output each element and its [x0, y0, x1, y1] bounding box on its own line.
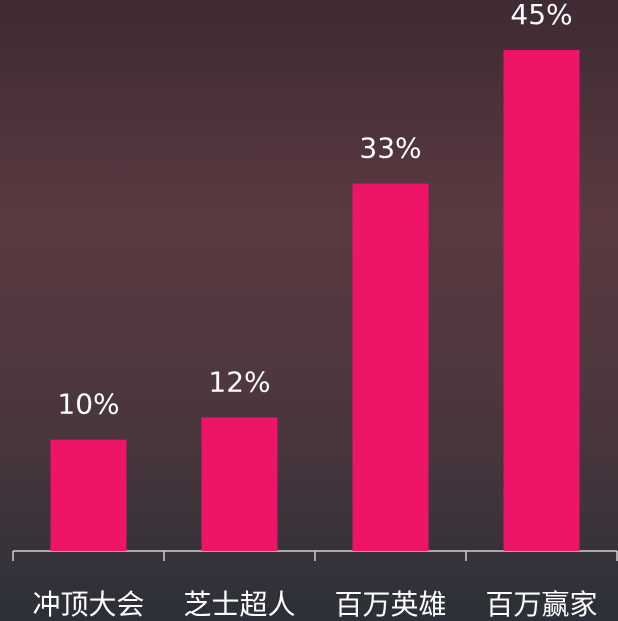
value-label: 12% — [208, 365, 270, 398]
value-label: 10% — [57, 388, 119, 421]
bar — [353, 184, 429, 551]
bar — [51, 440, 127, 551]
chart: 10% 冲顶大会 12% 芝士超人 33% 百万英雄 45% 百万赢家 — [0, 0, 618, 621]
bar — [202, 417, 278, 551]
x-tick-label: 冲顶大会 — [32, 588, 144, 621]
value-label: 45% — [510, 0, 572, 31]
bar — [504, 50, 580, 551]
x-tick-label: 百万赢家 — [485, 588, 597, 621]
value-label: 33% — [359, 132, 421, 165]
x-tick-label: 百万英雄 — [334, 588, 446, 621]
x-tick-label: 芝士超人 — [183, 588, 295, 621]
